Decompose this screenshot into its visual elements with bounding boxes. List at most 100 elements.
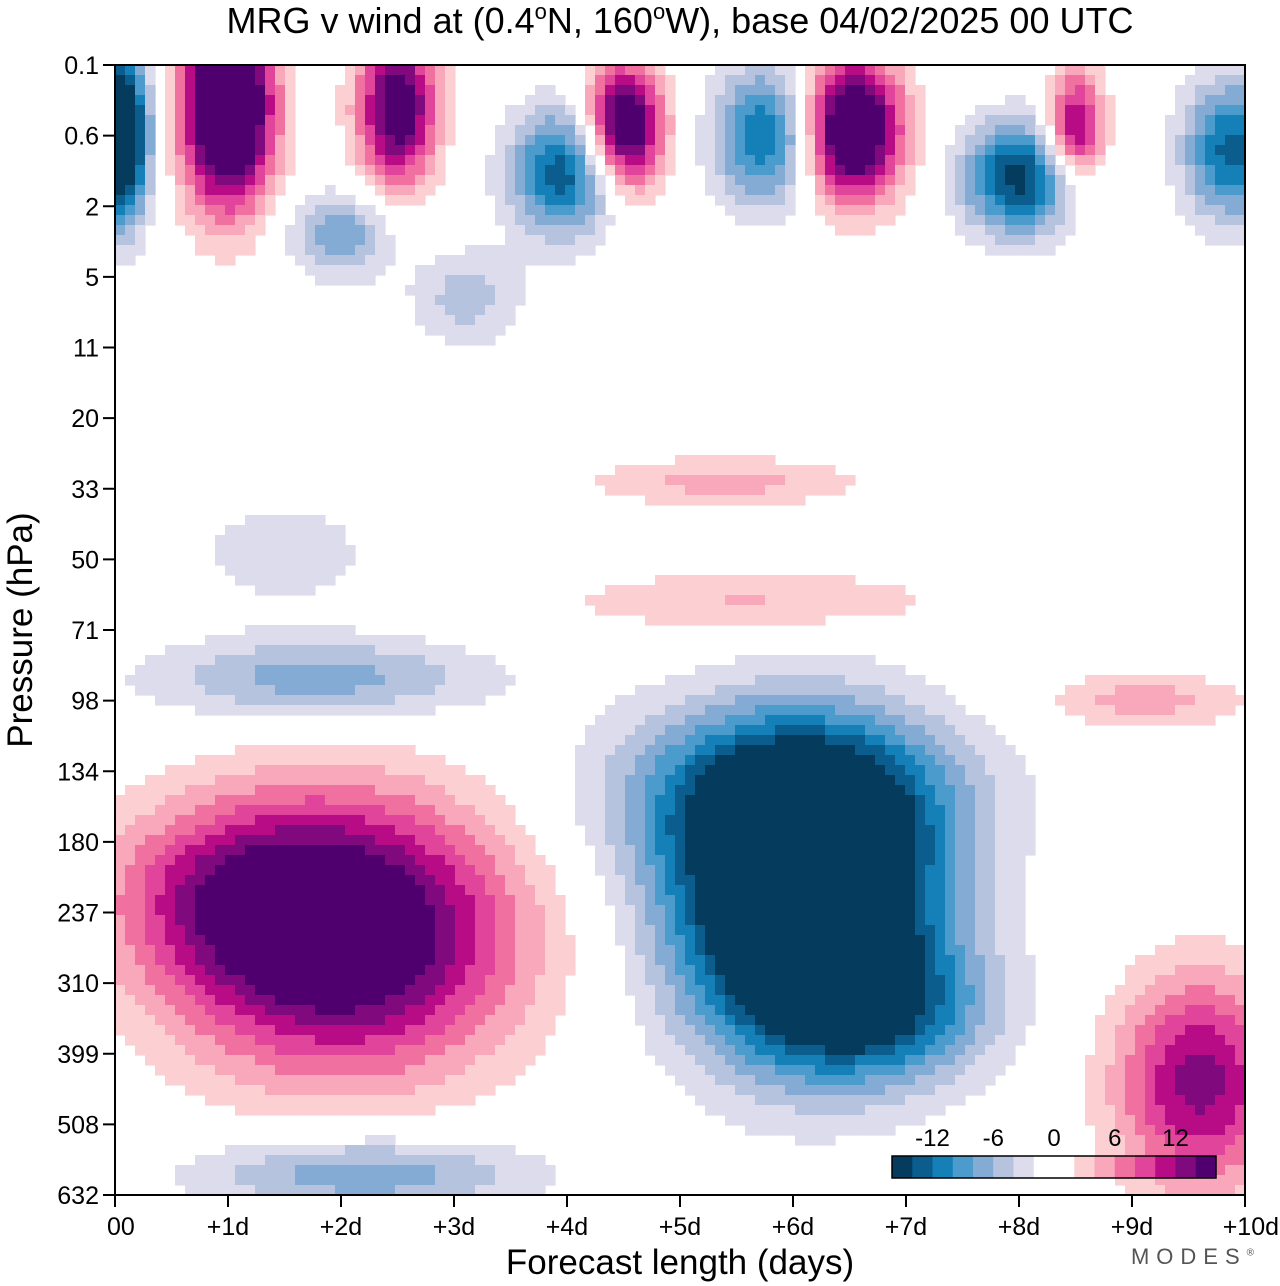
heatmap-cell (335, 525, 346, 536)
heatmap-cell (185, 765, 196, 776)
heatmap-cell (755, 575, 766, 586)
heatmap-cell (395, 75, 406, 86)
heatmap-cell (395, 855, 406, 866)
heatmap-cell (775, 975, 786, 986)
heatmap-cell (1035, 165, 1046, 176)
heatmap-cell (205, 235, 216, 246)
heatmap-cell (145, 795, 156, 806)
heatmap-cell (835, 95, 846, 106)
heatmap-cell (1015, 165, 1026, 176)
heatmap-cell (165, 765, 176, 776)
heatmap-cell (855, 775, 866, 786)
heatmap-cell (375, 755, 386, 766)
heatmap-cell (555, 175, 566, 186)
heatmap-cell (115, 945, 126, 956)
heatmap-cell (165, 775, 176, 786)
heatmap-cell (215, 865, 226, 876)
heatmap-cell (1005, 245, 1016, 256)
heatmap-cell (355, 115, 366, 126)
heatmap-cell (465, 665, 476, 676)
heatmap-cell (915, 145, 926, 156)
heatmap-cell (655, 585, 666, 596)
heatmap-cell (135, 235, 146, 246)
heatmap-cell (385, 75, 396, 86)
heatmap-cell (405, 665, 416, 676)
heatmap-cell (775, 755, 786, 766)
heatmap-cell (125, 985, 136, 996)
heatmap-cell (785, 475, 796, 486)
heatmap-cell (605, 155, 616, 166)
heatmap-cell (1015, 115, 1026, 126)
heatmap-cell (985, 115, 996, 126)
heatmap-cell (245, 575, 256, 586)
heatmap-cell (585, 815, 596, 826)
heatmap-cell (1015, 185, 1026, 196)
heatmap-cell (615, 125, 626, 136)
heatmap-cell (865, 835, 876, 846)
heatmap-cell (465, 905, 476, 916)
heatmap-cell (355, 165, 366, 176)
heatmap-cell (255, 995, 266, 1006)
heatmap-cell (905, 915, 916, 926)
heatmap-cell (365, 95, 376, 106)
heatmap-cell (285, 675, 296, 686)
heatmap-cell (675, 875, 686, 886)
heatmap-cell (195, 935, 206, 946)
heatmap-cell (815, 155, 826, 166)
heatmap-cell (325, 865, 336, 876)
heatmap-cell (545, 915, 556, 926)
heatmap-cell (185, 665, 196, 676)
heatmap-cell (395, 175, 406, 186)
heatmap-cell (415, 275, 426, 286)
heatmap-cell (765, 485, 776, 496)
heatmap-cell (475, 685, 486, 696)
heatmap-cell (135, 665, 146, 676)
heatmap-cell (495, 1025, 506, 1036)
heatmap-cell (955, 175, 966, 186)
heatmap-cell (795, 585, 806, 596)
heatmap-cell (695, 125, 706, 136)
heatmap-cell (825, 805, 836, 816)
heatmap-cell (175, 125, 186, 136)
heatmap-cell (255, 835, 266, 846)
heatmap-cell (345, 635, 356, 646)
heatmap-cell (1065, 85, 1076, 96)
heatmap-cell (165, 1015, 176, 1026)
heatmap-cell (665, 925, 676, 936)
heatmap-cell (495, 135, 506, 146)
heatmap-cell (865, 595, 876, 606)
heatmap-cell (255, 85, 266, 96)
heatmap-cell (1225, 995, 1236, 1006)
heatmap-cell (395, 835, 406, 846)
heatmap-cell (905, 875, 916, 886)
heatmap-cell (535, 255, 546, 266)
heatmap-cell (985, 785, 996, 796)
heatmap-cell (195, 235, 206, 246)
heatmap-cell (205, 985, 216, 996)
heatmap-cell (475, 895, 486, 906)
heatmap-cell (1095, 715, 1106, 726)
heatmap-cell (385, 1015, 396, 1026)
heatmap-cell (265, 825, 276, 836)
heatmap-cell (765, 1015, 776, 1026)
heatmap-cell (375, 185, 386, 196)
heatmap-cell (915, 855, 926, 866)
heatmap-cell (625, 865, 636, 876)
heatmap-cell (435, 945, 446, 956)
heatmap-cell (945, 825, 956, 836)
heatmap-cell (545, 145, 556, 156)
heatmap-cell (1185, 135, 1196, 146)
heatmap-cell (295, 655, 306, 666)
heatmap-cell (445, 125, 456, 136)
heatmap-cell (375, 665, 386, 676)
heatmap-cell (595, 855, 606, 866)
heatmap-cell (645, 955, 656, 966)
heatmap-cell (1005, 895, 1016, 906)
heatmap-cell (1165, 1005, 1176, 1016)
heatmap-cell (435, 85, 446, 96)
heatmap-cell (135, 1025, 146, 1036)
heatmap-cell (775, 495, 786, 506)
heatmap-cell (995, 975, 1006, 986)
heatmap-cell (415, 175, 426, 186)
heatmap-cell (855, 785, 866, 796)
